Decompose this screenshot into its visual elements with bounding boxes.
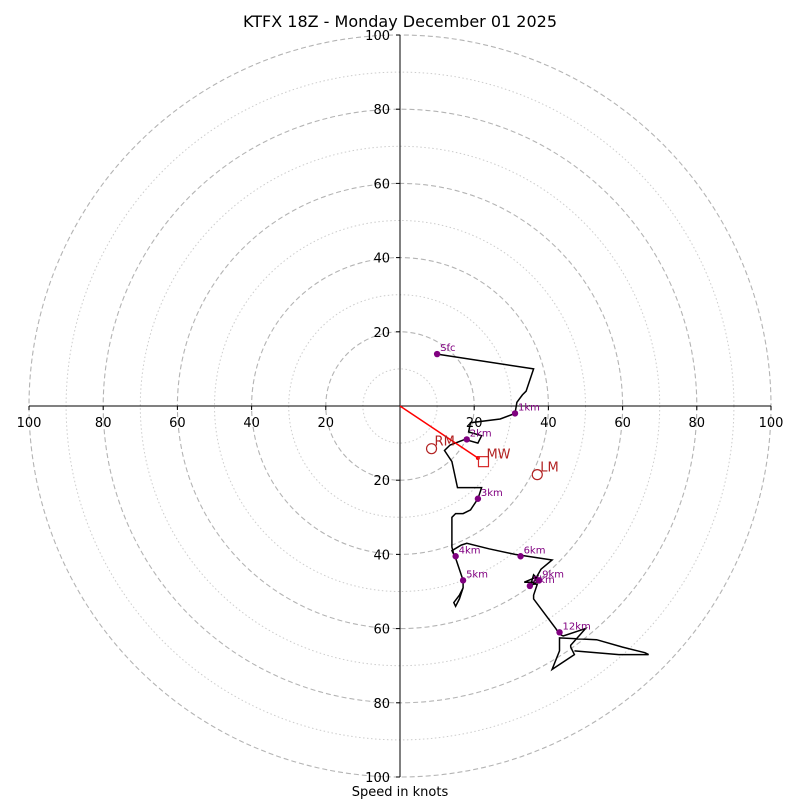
y-tick-label: 60 <box>373 623 390 638</box>
y-tick-label: 100 <box>365 29 390 44</box>
height-label-8km: 8km <box>533 575 555 586</box>
height-label-6km: 6km <box>524 545 546 556</box>
height-label-4km: 4km <box>459 545 481 556</box>
x-tick-label: 100 <box>17 416 42 431</box>
lm-label: LM <box>540 461 558 476</box>
storm-motion-vector <box>399 405 479 459</box>
x-tick-label: 40 <box>243 416 260 431</box>
height-dot-5km <box>459 577 467 584</box>
mw-label: MW <box>486 448 510 463</box>
height-dot-9km <box>535 577 543 584</box>
x-tick-label: 100 <box>759 416 784 431</box>
height-label-2km: 2km <box>470 428 492 439</box>
lm-marker <box>531 469 543 481</box>
height-dot-3km <box>474 495 482 502</box>
height-label-3km: 3km <box>481 488 503 499</box>
x-tick-label: 20 <box>318 416 335 431</box>
tick-labels: 100 80 60 40 20 20 40 60 80 100100806040202040608… <box>17 29 784 786</box>
mw-marker <box>477 456 490 468</box>
y-tick-label: 80 <box>373 697 390 712</box>
y-tick-label: 80 <box>373 103 390 118</box>
height-dot-4km <box>452 553 459 560</box>
height-label-5km: 5km <box>466 569 488 580</box>
x-axis-label: Speed in knots <box>352 785 449 800</box>
rm-label: RM <box>435 435 455 450</box>
height-dot-2km <box>463 436 470 443</box>
rm-marker <box>425 443 438 455</box>
y-tick-label: 20 <box>373 474 390 489</box>
y-tick-label: 40 <box>373 548 390 563</box>
x-tick-label: 80 <box>95 416 112 431</box>
height-dot-1km <box>511 410 519 417</box>
y-tick-label: 20 <box>373 326 390 341</box>
height-dot-6km <box>517 553 524 560</box>
height-dot-sfc <box>433 350 441 358</box>
storm-motion: RM MW LM <box>399 405 559 481</box>
height-label-9km: 9km <box>542 569 564 580</box>
y-tick-label: 40 <box>373 252 390 267</box>
height-label-1km: 1km <box>518 402 540 413</box>
height-dot-8km <box>526 582 534 590</box>
x-tick-label: 80 <box>689 416 706 431</box>
wind-trace <box>436 353 649 672</box>
height-label-sfc: Sfc <box>440 343 455 354</box>
chart-title: KTFX 18Z - Monday December 01 2025 <box>243 12 557 31</box>
x-tick-label: 60 <box>614 416 631 431</box>
height-label-12km: 12km <box>563 621 591 632</box>
x-tick-label: 40 <box>540 416 557 431</box>
y-tick-label: 100 <box>365 771 390 786</box>
hodograph-line <box>436 353 649 672</box>
height-dot-12km <box>556 629 563 636</box>
y-tick-label: 60 <box>373 177 390 192</box>
x-tick-label: 60 <box>169 416 186 431</box>
